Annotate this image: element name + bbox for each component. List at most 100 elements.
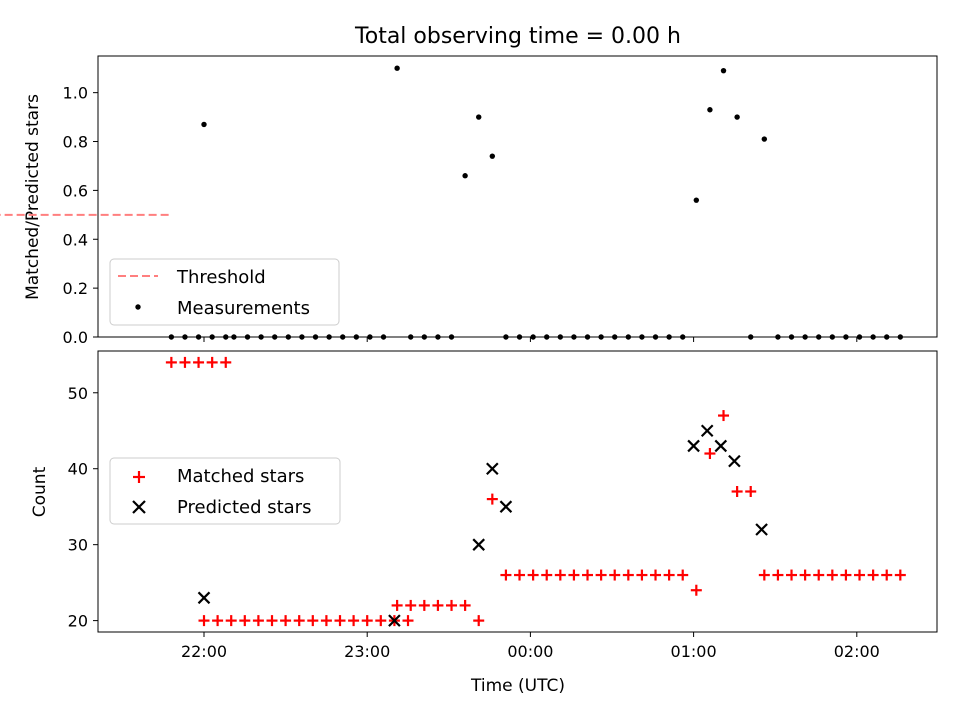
predicted-star-point [700, 424, 714, 438]
matched-star-point [690, 584, 702, 596]
legend-predicted-swatch [132, 500, 146, 514]
x-tick-label: 01:00 [671, 642, 717, 661]
y-tick-label: 0.2 [63, 279, 88, 298]
matched-star-point [486, 493, 498, 505]
y-tick-label: 1.0 [63, 84, 88, 103]
y-tick-label: 0.0 [63, 328, 88, 347]
matched-star-point [894, 569, 906, 581]
matched-star-point [459, 599, 471, 611]
matched-star-point [718, 410, 730, 422]
matched-star-point [840, 569, 852, 581]
x-tick-label: 00:00 [507, 642, 553, 661]
matched-star-point [527, 569, 539, 581]
measurement-point [201, 121, 207, 128]
matched-star-point [826, 569, 838, 581]
matched-star-point [266, 615, 278, 627]
matched-star-point [704, 448, 716, 460]
legend-threshold-label: Threshold [176, 267, 266, 288]
measurement-point [693, 197, 700, 203]
legend-measurements-swatch [135, 304, 141, 310]
matched-star-point [867, 569, 879, 581]
matched-star-point [418, 599, 430, 611]
matched-star-point [252, 615, 264, 627]
x-axis-label: Time (UTC) [470, 676, 565, 696]
top-legend: Threshold Measurements [109, 258, 340, 326]
matched-star-point [391, 599, 403, 611]
matched-star-point [293, 615, 305, 627]
matched-star-point [799, 569, 811, 581]
matched-star-point [609, 569, 621, 581]
measurement-point [761, 136, 768, 142]
matched-star-point [650, 569, 662, 581]
matched-star-point [500, 569, 512, 581]
x-tick-label: 02:00 [834, 642, 880, 661]
top-y-axis-label: Matched/Predicted stars [23, 94, 43, 300]
matched-star-point [854, 569, 866, 581]
matched-star-point [334, 615, 346, 627]
matched-star-point [663, 569, 675, 581]
matched-star-point [165, 356, 177, 368]
matched-star-point [745, 486, 757, 497]
y-tick-label: 0.4 [63, 230, 88, 249]
matched-star-point [220, 356, 232, 368]
matched-star-point [881, 569, 893, 581]
predicted-star-point [755, 523, 768, 536]
legend-predicted-label: Predicted stars [177, 497, 311, 518]
measurement-point [394, 65, 400, 71]
y-tick-label: 20 [68, 612, 88, 631]
legend-measurements-label: Measurements [177, 298, 310, 319]
y-tick-label: 30 [68, 536, 88, 555]
matched-star-point [348, 615, 360, 627]
measurement-point [476, 114, 482, 120]
matched-star-point [239, 615, 251, 627]
matched-star-point [677, 569, 689, 581]
matched-star-point [405, 599, 417, 611]
predicted-star-point [472, 538, 485, 551]
matched-star-point [473, 615, 485, 627]
bottom-legend-box [109, 457, 341, 525]
measurement-point [707, 107, 713, 113]
x-tick-label: 23:00 [344, 642, 390, 661]
matched-star-point [432, 599, 444, 611]
matched-star-point [280, 615, 292, 627]
y-tick-label: 40 [68, 460, 88, 479]
matched-star-point [595, 569, 607, 581]
matched-star-point [206, 356, 218, 368]
top-panel: Total observing time = 0.00 h Matched/Pr… [0, 24, 938, 347]
matched-star-point [568, 569, 580, 581]
matched-star-point [320, 615, 332, 627]
predicted-star-point [499, 500, 513, 513]
matched-star-point [361, 615, 373, 627]
matched-star-point [772, 569, 784, 581]
matched-star-point [375, 615, 387, 627]
predicted-star-point [728, 454, 741, 468]
matched-star-point [225, 615, 237, 627]
x-tick-label: 22:00 [181, 642, 227, 661]
y-tick-label: 0.8 [63, 133, 88, 152]
matched-star-point [813, 569, 825, 581]
matched-star-point [541, 569, 553, 581]
bottom-y-ticks: 20 30 40 50 [68, 384, 98, 631]
predicted-star-point [687, 439, 700, 453]
predicted-star-point [714, 439, 728, 453]
matched-star-point [179, 356, 191, 368]
matched-star-point [636, 569, 648, 581]
y-tick-label: 0.6 [63, 181, 88, 200]
predicted-star-point [486, 462, 499, 475]
matched-star-point [622, 569, 634, 581]
matched-star-point [402, 615, 414, 627]
bottom-y-axis-label: Count [30, 466, 50, 517]
matched-star-point [731, 486, 743, 497]
matched-star-point [514, 569, 526, 581]
matched-star-point [198, 615, 210, 627]
matched-star-point [758, 569, 770, 581]
legend-matched-label: Matched stars [177, 466, 304, 487]
matched-star-point [307, 615, 319, 627]
matched-star-point [554, 569, 566, 581]
predicted-star-point [197, 591, 211, 605]
top-legend-box [109, 258, 340, 326]
bottom-plot-area [165, 356, 906, 627]
legend-matched-swatch [133, 471, 145, 483]
bottom-legend: Matched stars Predicted stars [109, 457, 341, 525]
